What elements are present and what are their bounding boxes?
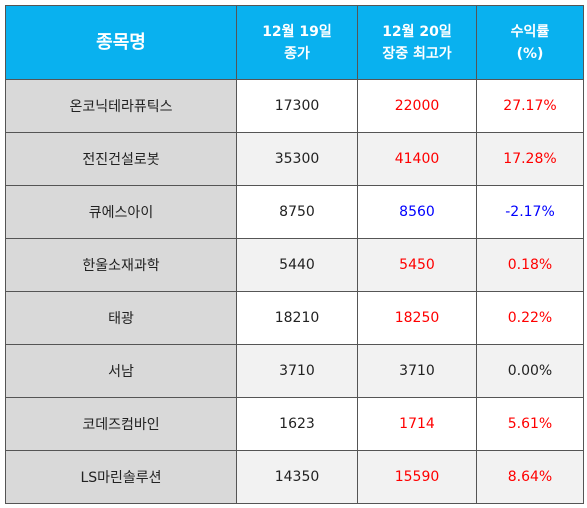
header-close-label: 종가 [284,45,310,62]
stock-returns-table: 종목명 12월 19일 종가 12월 20일 장중 최고가 수익률 (%) 온코… [5,5,584,504]
intraday-high-cell: 3710 [357,344,477,398]
close-price-cell: 8750 [236,185,358,239]
stock-name-cell: LS마린솔루션 [5,450,237,504]
return-cell: 27.17% [476,79,584,133]
stock-name-cell: 코데즈컴바인 [5,397,237,451]
table-row: 온코닉테라퓨틱스 17300 22000 27.17% [5,79,584,133]
table-row: 전진건설로봇 35300 41400 17.28% [5,132,584,186]
close-price-cell: 3710 [236,344,358,398]
header-close-price: 12월 19일 종가 [236,5,358,80]
return-cell: 0.00% [476,344,584,398]
return-cell: 0.22% [476,291,584,345]
header-return-label: 수익률 [510,23,550,40]
header-intraday-high: 12월 20일 장중 최고가 [357,5,477,80]
table-body: 온코닉테라퓨틱스 17300 22000 27.17% 전진건설로봇 35300 41400… [5,79,584,504]
header-row: 종목명 12월 19일 종가 12월 20일 장중 최고가 수익률 (%) [5,5,584,80]
intraday-high-cell: 15590 [357,450,477,504]
stock-name-cell: 큐에스아이 [5,185,237,239]
header-stock-name: 종목명 [5,5,237,80]
table-row: 한울소재과학 5440 5450 0.18% [5,238,584,292]
return-cell: 8.64% [476,450,584,504]
header-high-label: 장중 최고가 [382,45,452,62]
intraday-high-cell: 1714 [357,397,477,451]
table-row: 태광 18210 18250 0.22% [5,291,584,345]
return-cell: 17.28% [476,132,584,186]
stock-name-cell: 한울소재과학 [5,238,237,292]
return-cell: 0.18% [476,238,584,292]
header-return: 수익률 (%) [476,5,584,80]
header-close-date: 12월 19일 [262,23,332,40]
close-price-cell: 17300 [236,79,358,133]
table-row: 큐에스아이 8750 8560 -2.17% [5,185,584,239]
table-row: 서남 3710 3710 0.00% [5,344,584,398]
close-price-cell: 5440 [236,238,358,292]
close-price-cell: 14350 [236,450,358,504]
close-price-cell: 1623 [236,397,358,451]
close-price-cell: 35300 [236,132,358,186]
stock-name-cell: 전진건설로봇 [5,132,237,186]
intraday-high-cell: 22000 [357,79,477,133]
return-cell: -2.17% [476,185,584,239]
stock-name-cell: 온코닉테라퓨틱스 [5,79,237,133]
intraday-high-cell: 5450 [357,238,477,292]
header-high-date: 12월 20일 [382,23,452,40]
stock-name-cell: 태광 [5,291,237,345]
stock-name-cell: 서남 [5,344,237,398]
return-cell: 5.61% [476,397,584,451]
intraday-high-cell: 18250 [357,291,477,345]
close-price-cell: 18210 [236,291,358,345]
intraday-high-cell: 8560 [357,185,477,239]
table-row: 코데즈컴바인 1623 1714 5.61% [5,397,584,451]
table-row: LS마린솔루션 14350 15590 8.64% [5,450,584,504]
intraday-high-cell: 41400 [357,132,477,186]
header-return-unit: (%) [516,45,544,62]
